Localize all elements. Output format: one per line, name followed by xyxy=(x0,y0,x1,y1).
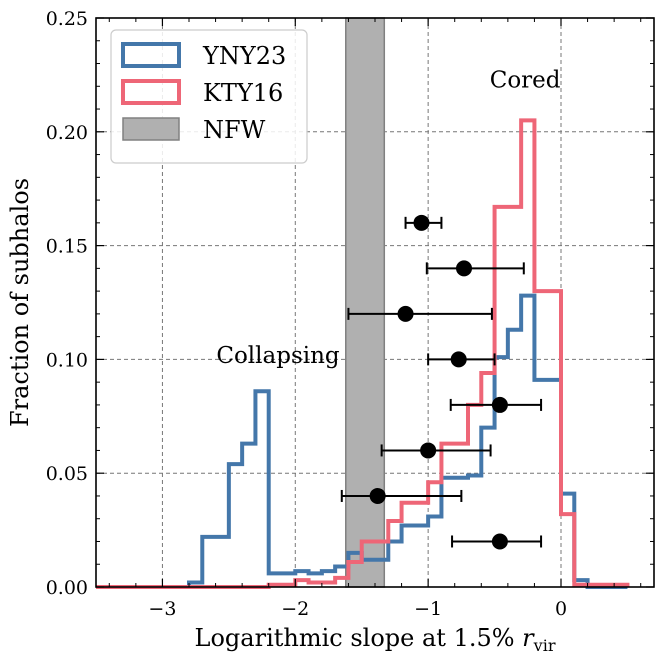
legend-swatch-kty16 xyxy=(121,79,181,105)
x-tick-label: 0 xyxy=(555,598,567,620)
legend-label-kty16: KTY16 xyxy=(203,79,283,107)
data-point xyxy=(450,351,467,368)
legend-label-yny23: YNY23 xyxy=(202,42,286,70)
axis-ticks xyxy=(96,17,654,588)
data-point xyxy=(420,442,437,459)
x-tick-label: −3 xyxy=(148,598,176,620)
y-tick-label: 0.20 xyxy=(46,122,88,144)
data-point xyxy=(491,533,508,550)
y-tick-label: 0.25 xyxy=(46,8,88,30)
legend-swatch-nfw xyxy=(122,117,180,141)
y-tick-label: 0.10 xyxy=(46,349,88,371)
data-point xyxy=(491,396,508,413)
data-point xyxy=(456,260,473,277)
legend-swatch-yny23 xyxy=(121,42,181,68)
y-axis-label: Fraction of subhalos xyxy=(6,178,34,427)
histogram-yny23 xyxy=(96,293,628,589)
annotation-collapsing: Collapsing xyxy=(216,343,340,369)
legend-label-nfw: NFW xyxy=(203,116,266,144)
y-tick-label: 0.00 xyxy=(46,577,88,599)
x-tick-label: −1 xyxy=(414,598,442,620)
data-points xyxy=(340,214,543,550)
x-axis-label: Logarithmic slope at 1.5% rvir xyxy=(195,624,556,655)
data-point xyxy=(369,487,386,504)
data-point xyxy=(413,214,430,231)
data-point xyxy=(397,305,414,322)
y-tick-label: 0.05 xyxy=(46,463,88,485)
annotations: Cored Collapsing xyxy=(216,67,560,368)
legend: YNY23 KTY16 NFW xyxy=(110,29,308,164)
x-tick-label: −2 xyxy=(281,598,309,620)
annotation-cored: Cored xyxy=(490,67,561,93)
y-tick-label: 0.15 xyxy=(46,236,88,258)
tick-labels: −3 −2 −1 0 0.00 0.05 0.10 0.15 0.20 0.25 xyxy=(46,8,567,620)
